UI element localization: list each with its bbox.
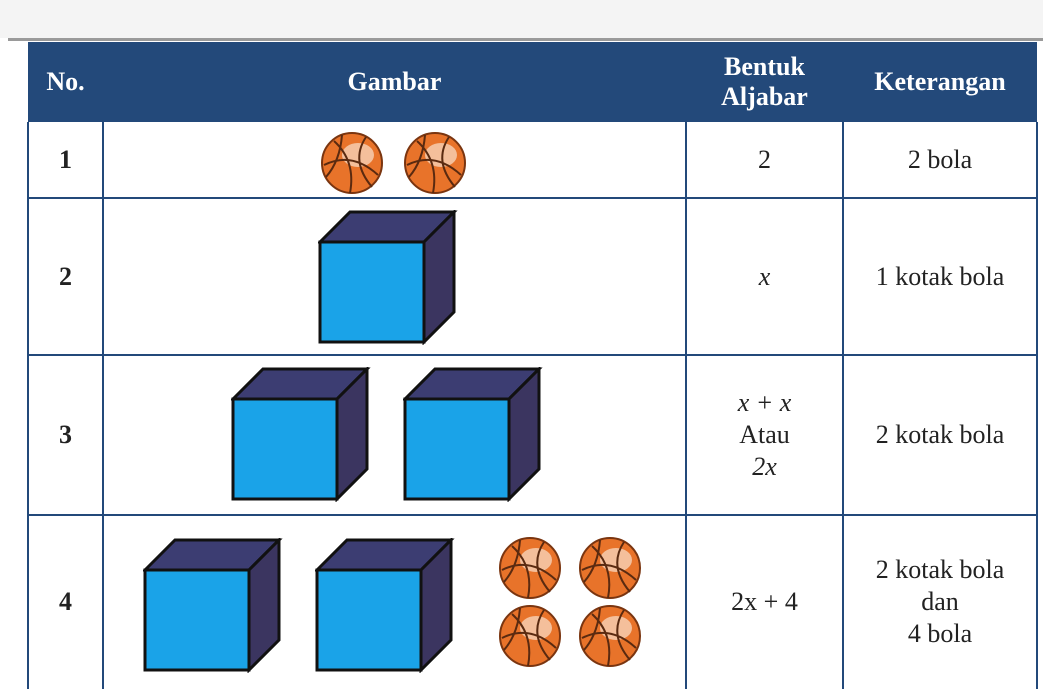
header-cell: Keterangan (843, 42, 1037, 122)
cell: x + x Atau 2x (686, 355, 843, 515)
algebra: x + x (737, 388, 792, 417)
header-bg (28, 42, 1037, 122)
row-number: 1 (59, 145, 72, 174)
cell: 2 kotak bola (843, 355, 1037, 515)
top-rule (8, 38, 1043, 41)
algebra: Atau (739, 420, 790, 449)
header-cell: Gambar (103, 42, 686, 122)
description: 2 kotak bola (875, 555, 1005, 584)
description: 2 bola (907, 145, 973, 174)
cell: 2 (686, 122, 843, 198)
grid (27, 122, 1038, 689)
header-text: Bentuk (724, 52, 805, 81)
cube (317, 540, 451, 670)
cell: 1 (28, 122, 103, 198)
ball (500, 606, 560, 666)
row-number: 3 (59, 420, 72, 449)
cube (145, 540, 279, 670)
header-cell: Bentuk Aljabar (686, 42, 843, 122)
cell: 2 (28, 198, 103, 355)
algebra: x (758, 261, 771, 291)
algebra: 2x (752, 452, 777, 481)
header-text: Gambar (347, 67, 442, 96)
ball (580, 538, 640, 598)
cell: 2 bola (843, 122, 1037, 198)
ball (322, 133, 382, 193)
header-cell: No. (28, 42, 103, 122)
cube (405, 369, 539, 499)
ball (405, 133, 465, 193)
ball (500, 538, 560, 598)
cell: 4 (28, 515, 103, 689)
header-text: Aljabar (721, 82, 808, 111)
row-number: 4 (59, 587, 72, 616)
cell: 1 kotak bola (843, 198, 1037, 355)
cell: 2 kotak bola dan 4 bola (843, 515, 1037, 689)
cube (233, 369, 367, 499)
row-number: 2 (59, 261, 72, 291)
algebra: 2 (758, 145, 771, 174)
cube (320, 212, 454, 342)
header-text: No. (46, 67, 85, 96)
description: 4 bola (907, 619, 973, 648)
top-band (0, 0, 1043, 38)
cell: 2x + 4 (686, 515, 843, 689)
header-text: Keterangan (874, 67, 1006, 96)
description: 2 kotak bola (875, 420, 1005, 449)
description: dan (921, 587, 959, 616)
description: 1 kotak bola (875, 261, 1005, 291)
cell: 3 (28, 355, 103, 515)
algebra: 2x + 4 (731, 587, 798, 616)
cell: x (686, 198, 843, 355)
ball (580, 606, 640, 666)
